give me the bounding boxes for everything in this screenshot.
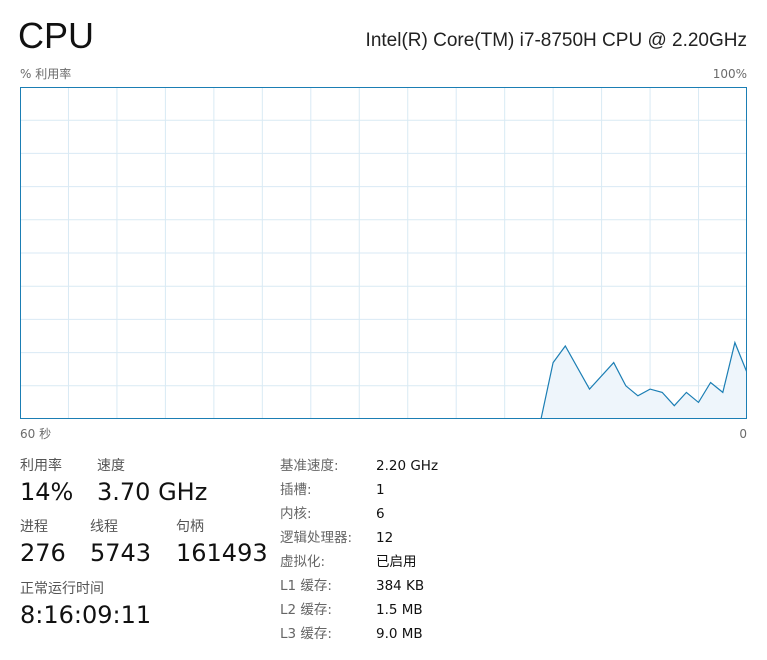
handles-label: 句柄 [176, 519, 204, 535]
threads-value: 5743 [90, 539, 152, 567]
spec-value: 已启用 [376, 554, 417, 570]
graph-x-left-label: 60 秒 [20, 427, 52, 441]
utilization-line [20, 340, 747, 419]
graph-x-right-label: 0 [739, 427, 747, 441]
spec-label: 插槽: [280, 482, 312, 498]
utilization-value: 14% [20, 478, 74, 506]
spec-value: 6 [376, 506, 385, 522]
spec-label: L3 缓存: [280, 626, 332, 642]
speed-label: 速度 [97, 458, 125, 474]
spec-label: 基准速度: [280, 458, 339, 474]
processes-label: 进程 [20, 519, 48, 535]
spec-value: 384 KB [376, 578, 425, 594]
processes-value: 276 [20, 539, 66, 567]
graph-y-axis-label: % 利用率 [20, 67, 72, 81]
spec-value: 1 [376, 482, 385, 498]
handles-value: 161493 [176, 539, 268, 567]
spec-value: 12 [376, 530, 394, 546]
uptime-label: 正常运行时间 [20, 581, 104, 597]
utilization-area [20, 342, 747, 419]
spec-value: 2.20 GHz [376, 458, 439, 474]
utilization-label: 利用率 [20, 458, 62, 474]
threads-label: 线程 [90, 519, 118, 535]
cpu-model-name: Intel(R) Core(TM) i7-8750H CPU @ 2.20GHz [365, 30, 747, 51]
graph-y-max-label: 100% [712, 67, 747, 81]
uptime-value: 8:16:09:11 [20, 601, 152, 629]
speed-value: 3.70 GHz [97, 478, 208, 506]
spec-label: L2 缓存: [280, 602, 332, 618]
spec-label: L1 缓存: [280, 578, 332, 594]
spec-value: 9.0 MB [376, 626, 423, 642]
graph-grid [20, 87, 747, 419]
cpu-utilization-graph[interactable] [20, 87, 747, 419]
spec-label: 内核: [280, 506, 312, 522]
spec-label: 虚拟化: [280, 554, 326, 570]
page-title: CPU [18, 15, 95, 56]
spec-label: 逻辑处理器: [280, 530, 353, 546]
graph-border [20, 87, 747, 419]
spec-value: 1.5 MB [376, 602, 423, 618]
